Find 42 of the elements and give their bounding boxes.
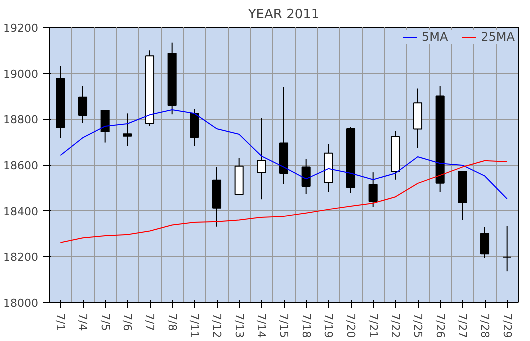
x-tick-label: 7/21 [366,314,380,338]
x-tick-label: 7/29 [500,314,514,338]
legend-label: 25MA [481,30,515,44]
x-tick-label: 7/7 [144,314,156,332]
x-tick-label: 7/15 [278,314,290,338]
x-tick-label: 7/8 [166,314,179,332]
x-tick-label: 7/11 [188,314,202,338]
x-tick-label: 7/26 [434,314,447,338]
chart-title: YEAR 2011 [247,8,320,22]
candlestick [100,110,110,144]
x-tick-label: 7/22 [389,314,402,338]
candlestick [368,172,378,208]
x-tick-label: 7/5 [98,314,112,332]
candlestick [78,86,88,124]
x-tick-label: 7/13 [232,314,246,338]
y-tick-label: 18800 [4,114,39,127]
line-series [60,110,508,200]
x-tick-label: 7/18 [300,314,313,338]
y-tick-label: 18200 [4,251,39,264]
candlestick [502,226,512,272]
x-tick-label: 7/27 [456,314,470,338]
legend-label: 5MA [422,30,448,44]
candlestick [190,108,200,147]
x-tick-label: 7/25 [412,314,424,338]
candlestick [257,118,266,200]
x-tick-label: 7/14 [255,314,268,338]
line-series [60,160,508,244]
y-tick-label: 18000 [4,297,39,310]
x-tick-label: 7/28 [478,314,492,338]
x-tick-label: 7/1 [54,314,68,332]
x-tick-label: 7/4 [76,314,90,332]
candlestick [123,113,132,147]
y-tick-label: 19000 [4,68,39,81]
x-tick-label: 7/12 [210,314,224,338]
x-tick-label: 7/20 [344,314,358,338]
y-tick-label: 18600 [4,160,39,172]
x-tick-label: 7/19 [322,314,336,338]
candlestick [302,159,311,195]
x-tick-label: 7/6 [121,314,134,332]
y-tick-label: 18400 [4,205,39,218]
y-tick-label: 19200 [4,22,39,35]
candlestick [480,226,490,259]
